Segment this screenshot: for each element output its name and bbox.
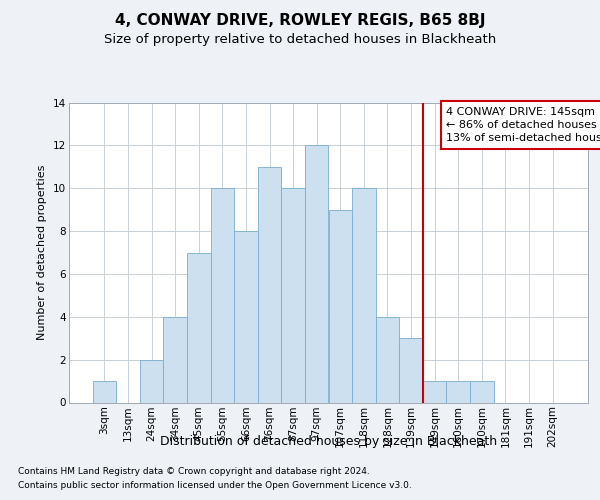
Bar (470, 381, 494, 402)
Bar (140, 360, 163, 403)
Bar (376, 317, 399, 402)
Text: Size of property relative to detached houses in Blackheath: Size of property relative to detached ho… (104, 32, 496, 46)
Bar (187, 252, 211, 402)
Bar (163, 317, 187, 402)
Text: Contains public sector information licensed under the Open Government Licence v3: Contains public sector information licen… (18, 481, 412, 490)
Y-axis label: Number of detached properties: Number of detached properties (37, 165, 47, 340)
Text: Distribution of detached houses by size in Blackheath: Distribution of detached houses by size … (160, 435, 497, 448)
Bar (352, 188, 376, 402)
Bar (211, 188, 234, 402)
Bar (234, 231, 258, 402)
Text: Contains HM Land Registry data © Crown copyright and database right 2024.: Contains HM Land Registry data © Crown c… (18, 468, 370, 476)
Bar (423, 381, 446, 402)
Bar (446, 381, 470, 402)
Bar (281, 188, 305, 402)
Text: 4 CONWAY DRIVE: 145sqm
← 86% of detached houses are smaller (88)
13% of semi-det: 4 CONWAY DRIVE: 145sqm ← 86% of detached… (446, 107, 600, 143)
Bar (258, 167, 281, 402)
Bar (305, 146, 329, 402)
Text: 4, CONWAY DRIVE, ROWLEY REGIS, B65 8BJ: 4, CONWAY DRIVE, ROWLEY REGIS, B65 8BJ (115, 12, 485, 28)
Bar (329, 210, 352, 402)
Bar (399, 338, 423, 402)
Bar (92, 381, 116, 402)
